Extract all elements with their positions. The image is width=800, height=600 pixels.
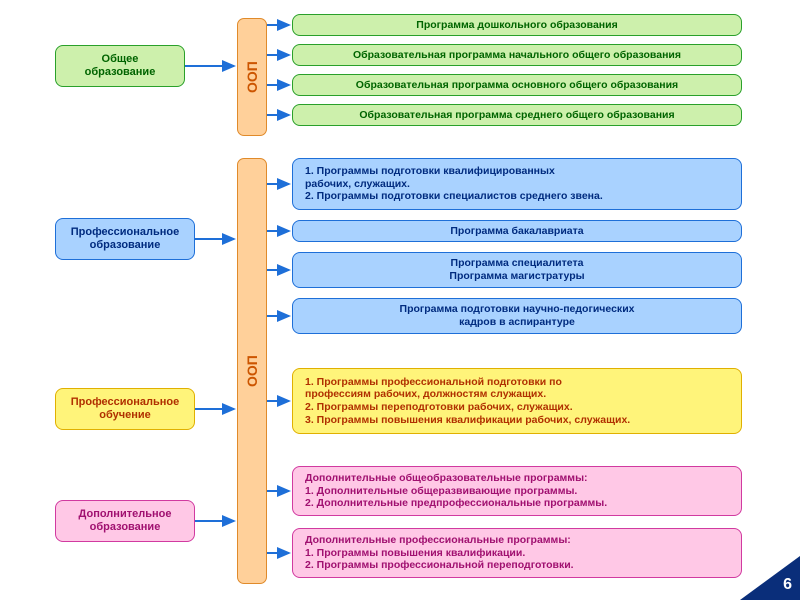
category-box-general-label: Общее образование <box>85 53 156 79</box>
oop-connector-oop2: ООП <box>237 158 267 584</box>
program-box-p1: Дополнительные общеобразовательные прогр… <box>292 466 742 516</box>
oop-connector-oop1: ООП <box>237 18 267 136</box>
program-box-y1-label: 1. Программы профессиональной подготовки… <box>305 376 630 426</box>
program-box-g2: Образовательная программа начального общ… <box>292 44 742 66</box>
oop-label: ООП <box>244 61 260 93</box>
category-box-addl-label: Дополнительное образование <box>79 508 172 534</box>
category-box-prof-edu-label: Профессиональное образование <box>71 226 180 252</box>
page-number: 6 <box>783 576 792 594</box>
category-box-general: Общее образование <box>55 45 185 87</box>
category-box-prof-trn-label: Профессиональное обучение <box>71 396 180 422</box>
oop-label: ООП <box>244 355 260 387</box>
program-box-g1-label: Программа дошкольного образования <box>416 19 617 32</box>
program-box-b3: Программа специалитета Программа магистр… <box>292 252 742 288</box>
category-box-prof-trn: Профессиональное обучение <box>55 388 195 430</box>
category-box-addl: Дополнительное образование <box>55 500 195 542</box>
program-box-b2: Программа бакалавриата <box>292 220 742 242</box>
category-box-prof-edu: Профессиональное образование <box>55 218 195 260</box>
program-box-b4-label: Программа подготовки научно-педогических… <box>400 303 635 328</box>
program-box-b4: Программа подготовки научно-педогических… <box>292 298 742 334</box>
program-box-p1-label: Дополнительные общеобразовательные прогр… <box>305 472 607 510</box>
program-box-b2-label: Программа бакалавриата <box>450 225 583 238</box>
program-box-g3-label: Образовательная программа основного обще… <box>356 79 678 92</box>
program-box-b1-label: 1. Программы подготовки квалифицированны… <box>305 165 603 203</box>
program-box-g1: Программа дошкольного образования <box>292 14 742 36</box>
program-box-y1: 1. Программы профессиональной подготовки… <box>292 368 742 434</box>
program-box-g4-label: Образовательная программа среднего общег… <box>359 109 674 122</box>
program-box-g2-label: Образовательная программа начального общ… <box>353 49 681 62</box>
program-box-b1: 1. Программы подготовки квалифицированны… <box>292 158 742 210</box>
program-box-g3: Образовательная программа основного обще… <box>292 74 742 96</box>
program-box-p2: Дополнительные профессиональные программ… <box>292 528 742 578</box>
program-box-g4: Образовательная программа среднего общег… <box>292 104 742 126</box>
program-box-b3-label: Программа специалитета Программа магистр… <box>449 257 584 282</box>
program-box-p2-label: Дополнительные профессиональные программ… <box>305 534 574 572</box>
